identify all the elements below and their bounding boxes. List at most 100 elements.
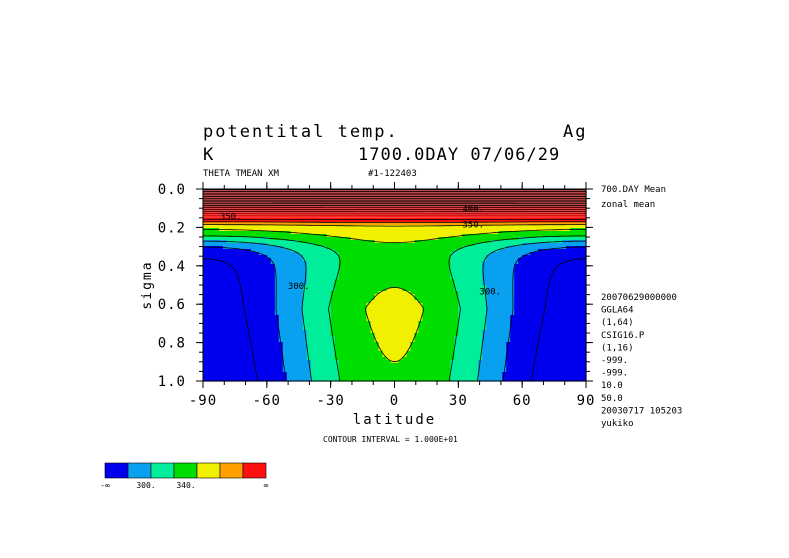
field-cell [502,261,507,265]
field-cell [238,306,244,310]
field-cell [206,216,212,220]
field-cell [294,306,300,310]
field-cell [342,240,348,244]
field-cell [254,336,260,340]
field-cell [430,243,435,247]
field-cell [278,225,284,229]
field-cell [430,228,435,232]
field-cell [522,282,527,286]
field-cell [346,243,352,247]
field-cell [274,216,280,220]
field-cell [478,198,483,202]
field-cell [234,312,240,316]
field-cell [274,276,280,280]
field-cell [438,231,443,235]
field-cell [414,222,420,226]
field-cell [510,219,515,223]
field-cell [326,237,332,241]
field-cell [318,315,324,319]
field-cell [250,321,256,325]
field-cell [374,210,380,214]
field-cell [394,204,400,208]
field-cell [370,270,376,274]
field-cell [510,249,515,253]
field-cell [478,294,483,298]
field-cell [386,264,392,268]
field-cell [326,267,332,271]
field-cell [310,237,316,241]
field-cell [474,297,479,301]
field-cell [450,195,455,199]
field-cell [422,237,428,241]
field-cell [434,297,439,301]
field-cell [558,327,563,331]
field-cell [558,204,563,208]
field-cell [562,330,567,334]
field-cell [338,321,344,325]
field-cell [438,285,443,289]
field-cell [298,210,304,214]
field-cell [338,225,344,229]
field-cell [210,276,216,280]
field-cell [474,246,479,250]
field-cell [558,234,563,238]
field-cell [318,333,324,337]
field-cell [494,294,499,298]
field-cell [458,228,463,232]
field-cell [282,336,288,340]
field-cell [566,258,571,262]
field-cell [234,318,240,322]
field-cell [230,279,236,283]
field-cell [422,300,428,304]
field-cell [538,195,543,199]
field-cell [390,249,396,253]
field-cell [426,300,432,304]
field-cell [530,243,535,247]
field-cell [414,237,420,241]
field-cell [262,267,268,271]
field-cell [242,333,248,337]
field-cell [250,315,256,319]
field-cell [398,279,404,283]
field-cell [322,216,328,220]
field-cell [474,279,479,283]
field-cell [382,231,388,235]
field-cell [218,198,224,202]
field-cell [422,261,428,265]
field-cell [286,297,292,301]
field-cell [354,258,360,262]
field-cell [430,312,435,316]
field-cell [370,240,376,244]
field-cell [214,264,220,268]
field-cell [546,255,551,259]
field-cell [474,303,479,307]
field-cell [206,303,212,307]
field-cell [490,273,495,277]
field-cell [398,261,404,265]
field-cell [530,324,535,328]
field-cell [542,237,547,241]
field-cell [342,249,348,253]
field-cell [414,267,420,271]
field-cell [454,195,459,199]
field-cell [218,312,224,316]
field-cell [478,195,483,199]
field-cell [306,258,312,262]
field-cell [462,270,467,274]
field-cell [294,198,300,202]
field-cell [506,237,511,241]
field-cell [482,294,487,298]
field-cell [282,282,288,286]
field-cell [558,243,563,247]
field-cell [322,195,328,199]
field-cell [462,252,467,256]
field-cell [482,231,487,235]
field-cell [246,276,252,280]
field-cell [526,195,531,199]
field-cell [534,303,539,307]
field-cell [242,282,248,286]
field-cell [230,333,236,337]
field-cell [214,225,220,229]
field-cell [534,225,539,229]
field-cell [430,252,435,256]
